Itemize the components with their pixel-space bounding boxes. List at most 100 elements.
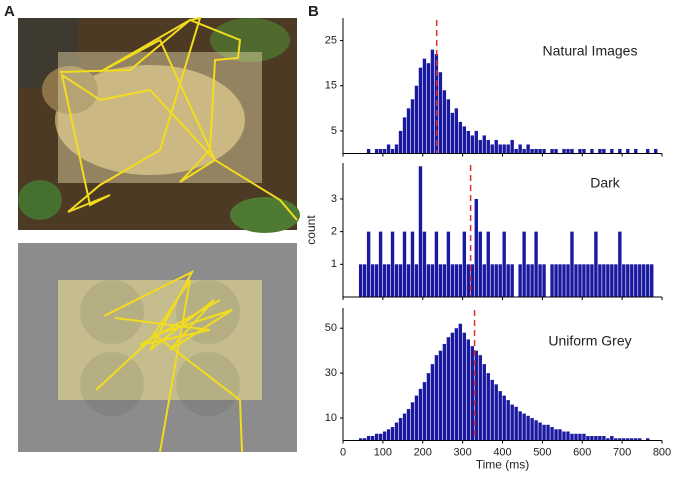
y-tick-label: 25	[325, 34, 337, 46]
bar	[518, 264, 522, 297]
bar	[594, 231, 598, 297]
bar	[598, 436, 602, 441]
bar	[386, 144, 391, 154]
bar	[522, 413, 526, 441]
bar	[590, 264, 594, 297]
bar	[542, 148, 546, 154]
bar	[366, 436, 371, 441]
bar	[654, 148, 658, 154]
bar	[638, 264, 642, 297]
bar	[550, 264, 554, 297]
bar	[458, 121, 463, 154]
bar	[402, 117, 407, 154]
bar	[486, 373, 490, 441]
bar	[442, 264, 447, 297]
bar	[594, 436, 598, 441]
bar	[378, 231, 383, 297]
bar	[466, 130, 470, 154]
bar	[458, 264, 463, 297]
bar	[538, 422, 542, 441]
bar	[562, 431, 566, 441]
bar	[574, 433, 578, 441]
bar	[470, 264, 474, 297]
bar	[610, 436, 614, 441]
bar	[514, 406, 518, 441]
grey-scene	[18, 243, 297, 453]
y-tick-label: 15	[325, 80, 337, 92]
bar	[522, 231, 526, 297]
bar	[390, 231, 395, 297]
bar	[490, 379, 494, 441]
bar	[614, 264, 618, 297]
bar	[458, 323, 463, 441]
bar	[498, 391, 502, 441]
bar	[370, 264, 375, 297]
bar	[546, 424, 550, 441]
bar	[486, 231, 490, 297]
bar	[574, 264, 578, 297]
bar	[570, 231, 574, 297]
bar	[366, 148, 371, 154]
bar	[622, 438, 626, 441]
bar	[422, 58, 427, 154]
bar	[462, 231, 467, 297]
bar	[538, 148, 542, 154]
bar	[558, 264, 562, 297]
y-axis-label: count	[304, 215, 318, 245]
bar	[406, 264, 411, 297]
bar	[542, 424, 546, 441]
bar	[398, 264, 403, 297]
bar	[510, 139, 514, 154]
bar	[554, 148, 558, 154]
bar	[618, 148, 622, 154]
bar	[634, 148, 638, 154]
bar	[606, 264, 610, 297]
bar	[634, 438, 638, 441]
bar	[566, 264, 570, 297]
y-tick-label: 30	[325, 367, 337, 379]
bar	[626, 148, 630, 154]
bar	[446, 99, 451, 154]
bar	[426, 264, 431, 297]
bar	[570, 433, 574, 441]
bar	[394, 422, 399, 441]
bar	[566, 431, 570, 441]
bar	[618, 231, 622, 297]
bar	[434, 231, 439, 297]
bar	[474, 130, 478, 154]
bar	[498, 264, 502, 297]
bar	[486, 139, 490, 154]
x-tick-label: 500	[533, 446, 551, 458]
x-tick-label: 100	[374, 446, 392, 458]
bar	[578, 433, 582, 441]
bar	[622, 264, 626, 297]
bar	[614, 438, 618, 441]
bar	[370, 436, 375, 441]
bar	[642, 264, 646, 297]
panel-label: B	[308, 3, 319, 20]
bar	[406, 409, 411, 441]
bar	[382, 148, 387, 154]
y-tick-label: 50	[325, 322, 337, 334]
bar	[474, 198, 478, 297]
bar	[418, 67, 423, 154]
bar	[638, 438, 642, 441]
y-tick-label: 5	[331, 125, 337, 137]
bar	[562, 148, 566, 154]
bar	[506, 264, 510, 297]
bar	[450, 264, 455, 297]
bar	[378, 433, 383, 441]
bar	[470, 135, 474, 154]
bar	[646, 148, 650, 154]
bar	[418, 166, 423, 297]
bar	[578, 264, 582, 297]
bar	[630, 264, 634, 297]
bar	[430, 364, 435, 441]
bar	[646, 438, 650, 441]
bar	[454, 108, 459, 154]
bar	[362, 264, 367, 297]
bar	[450, 332, 455, 441]
bar	[450, 112, 455, 154]
bar	[422, 231, 427, 297]
